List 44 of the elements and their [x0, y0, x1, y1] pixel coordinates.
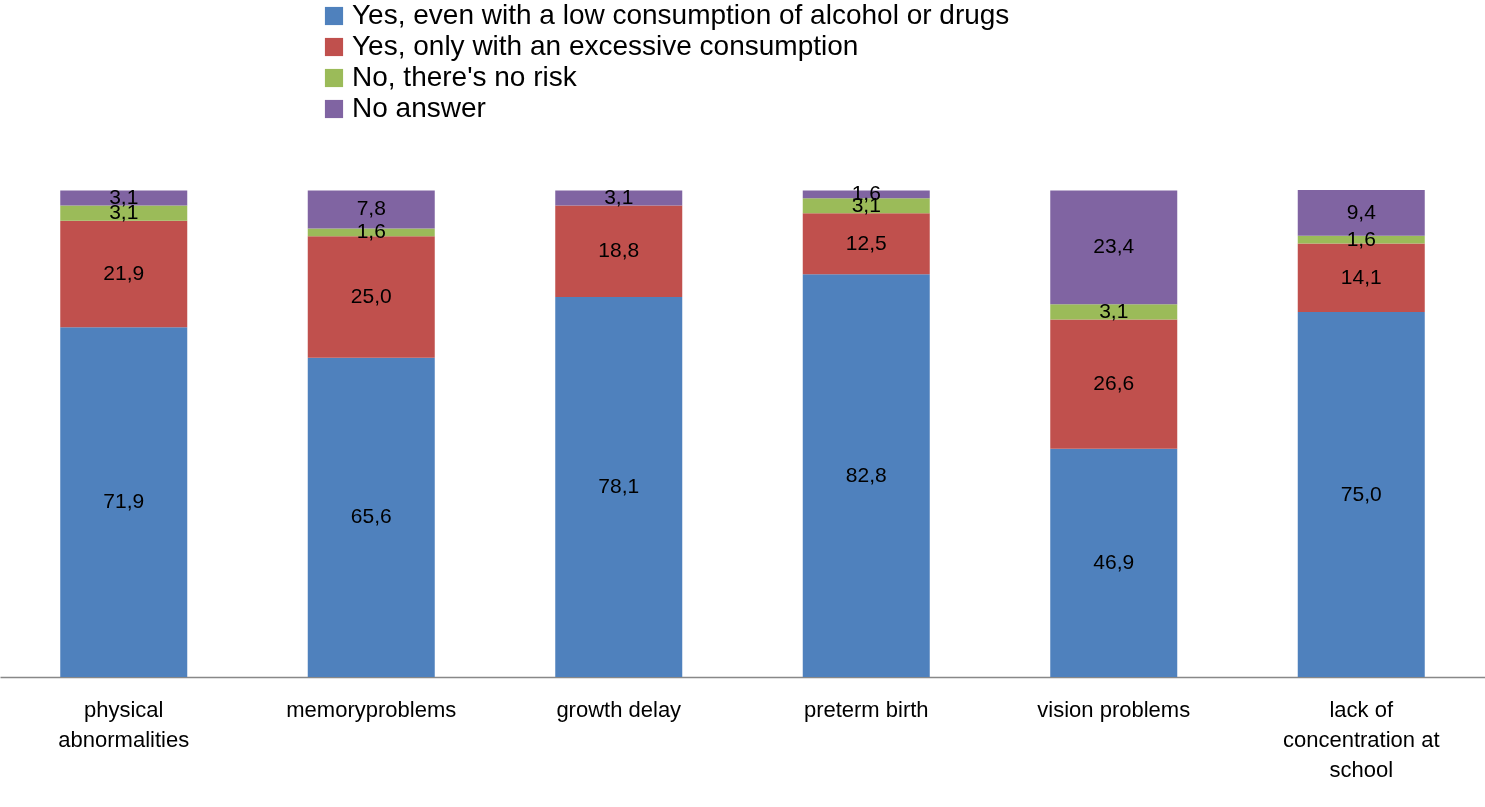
data-label: 1,6: [1346, 226, 1376, 250]
bar: [60, 327, 188, 677]
x-tick-label: growth delay: [556, 696, 682, 722]
data-label: 25,0: [350, 284, 392, 308]
bar: [802, 274, 930, 677]
data-label: 78,1: [598, 474, 640, 498]
x-tick-label: lack of concentration at school: [1282, 696, 1440, 782]
data-label: 7,8: [356, 196, 386, 220]
data-label: 12,5: [845, 230, 887, 254]
data-label: 21,9: [103, 260, 145, 284]
bar: [1297, 312, 1425, 677]
bar: [555, 297, 683, 677]
x-tick-label: preterm birth: [803, 696, 929, 722]
x-tick-label: physical abnormalities: [58, 696, 190, 752]
data-label: 14,1: [1340, 264, 1382, 288]
legend-label: Yes, even with a low consumption of alcohol or drugs: [352, 0, 1010, 30]
bar: [60, 205, 188, 221]
data-label: 26,6: [1093, 371, 1135, 395]
legend-label: Yes, only with an excessive consumption: [352, 30, 859, 61]
x-tick-label: vision problems: [1037, 696, 1191, 722]
data-label: 3,1: [604, 185, 634, 209]
x-tick-label: memoryproblems: [286, 696, 457, 722]
legend-label: No, there's no risk: [352, 61, 578, 92]
bar: [1050, 304, 1178, 320]
data-label: 18,8: [598, 238, 640, 262]
bar: [60, 190, 188, 206]
bar: [555, 205, 683, 298]
bar: [307, 357, 435, 677]
legend-label: No answer: [352, 92, 486, 123]
data-label: 3,1: [1099, 298, 1129, 322]
data-label: 1,6: [356, 219, 386, 243]
bar: [1050, 319, 1178, 449]
data-label: 82,8: [845, 462, 887, 486]
data-label: 75,0: [1340, 481, 1382, 505]
data-label: 65,6: [350, 504, 392, 528]
bar: [802, 213, 930, 275]
bar: [1050, 190, 1178, 305]
bar: [555, 190, 683, 206]
data-label: 46,9: [1093, 549, 1135, 573]
data-label: 23,4: [1093, 234, 1135, 258]
data-label: 9,4: [1346, 199, 1377, 223]
bar: [60, 220, 188, 328]
bar: [1050, 448, 1178, 677]
data-label: 71,9: [103, 489, 145, 513]
